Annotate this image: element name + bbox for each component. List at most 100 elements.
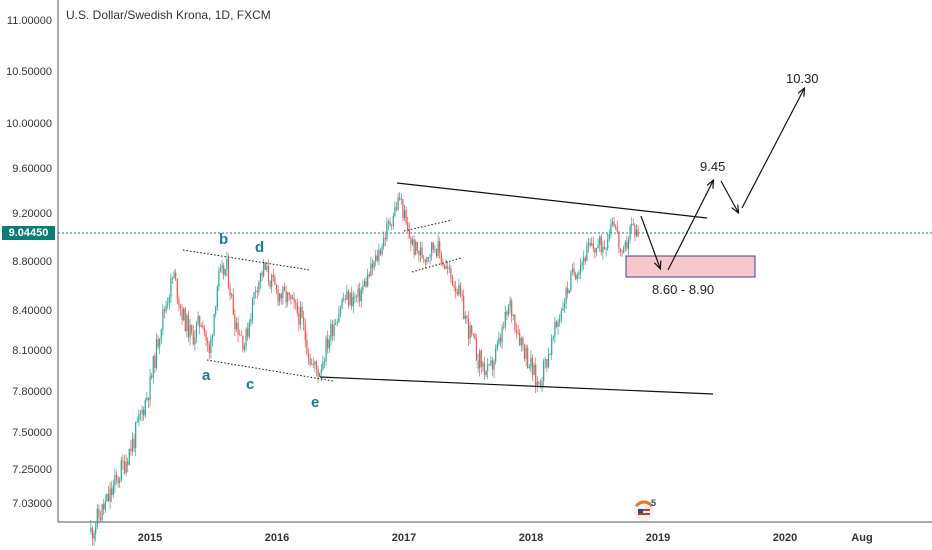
candle-body [397,197,399,210]
candle-body [536,381,538,385]
candle-body [213,313,215,336]
candle-body [370,263,372,277]
candle-body [365,281,367,287]
candle-body [597,245,599,248]
candle-body [496,343,498,349]
candle-body [455,286,457,293]
x-tick-label: 2019 [645,532,671,544]
candle-body [415,241,417,255]
wave-label-b: b [219,231,229,248]
candle-body [523,345,526,359]
candle-body [279,293,281,302]
candle-body [570,271,572,291]
candle-body [477,360,479,369]
candle-body [394,207,396,216]
candle-body [378,249,380,261]
candle-body [392,215,394,226]
candle-body [301,306,303,318]
target-label-10-30: 10.30 [786,71,819,86]
candle-body [463,295,465,320]
candle-body [171,278,174,279]
candle-body [456,292,458,295]
y-tick-label: 9.60000 [12,163,52,175]
candle-body [488,364,490,366]
candle-body [391,225,393,226]
candle-body [330,324,332,340]
candle-body [576,274,578,280]
candle-body [258,282,260,292]
candle-body [322,361,324,370]
candle-body [360,290,362,302]
candle-body [578,272,580,275]
candle-body [498,337,500,344]
candle-body [613,221,615,227]
candle-body [109,488,111,502]
candle-body [155,339,158,368]
flag-lower-line [411,257,462,273]
wave-label-d: d [255,239,265,256]
candle-body [309,357,311,365]
candle-body [272,275,274,278]
candle-body [579,265,582,273]
candle-body [379,249,382,255]
candle-body [99,518,102,521]
candle-body [626,242,628,249]
candle-body [581,262,583,266]
candle-body [387,221,390,224]
candle-body [602,246,604,253]
candle-body [592,243,594,249]
candle-body [407,223,409,230]
candle-body [495,348,497,362]
candle-body [210,338,212,353]
x-tick-label: 2016 [264,532,290,544]
candle-body [125,461,127,474]
candle-body [215,307,217,314]
candle-body [106,493,108,502]
candle-body [186,315,188,331]
candle-body [107,493,110,502]
candle-body [333,324,335,337]
candle-body [514,314,516,331]
candle-body [298,313,300,325]
candle-body [296,302,298,314]
candle-body [299,306,302,325]
candle-body [200,325,202,327]
candle-body [136,421,138,423]
candle-body [431,242,433,256]
candle-body [616,227,618,232]
candle-body [568,290,570,294]
candle-body [551,337,553,355]
candle-body [509,300,511,307]
candle-body [423,258,425,260]
candle-body [419,247,422,256]
candle-body [343,298,345,300]
candle-body [235,322,238,330]
candle-body [506,311,508,316]
candle-body [562,308,564,311]
candle-body [619,248,622,252]
candle-body [295,301,297,303]
candle-body [538,381,540,384]
candle-body [157,339,159,347]
candle-body [595,247,598,253]
candle-body [555,321,558,327]
candle-body [323,361,326,363]
candle-body [93,533,95,539]
candle-body [255,291,257,293]
candle-body [237,322,239,335]
candle-body [181,308,183,320]
candle-body [528,367,530,368]
candle-body [251,298,254,320]
candle-body [611,221,614,225]
candle-body [151,375,153,378]
candle-body [154,355,156,368]
candle-body [627,239,630,249]
candle-body [474,334,476,340]
candle-body [384,237,386,240]
candle-body [320,369,322,374]
candle-body [549,354,551,356]
candle-body [197,316,199,324]
candle-body [245,328,247,347]
candle-body [607,239,609,249]
